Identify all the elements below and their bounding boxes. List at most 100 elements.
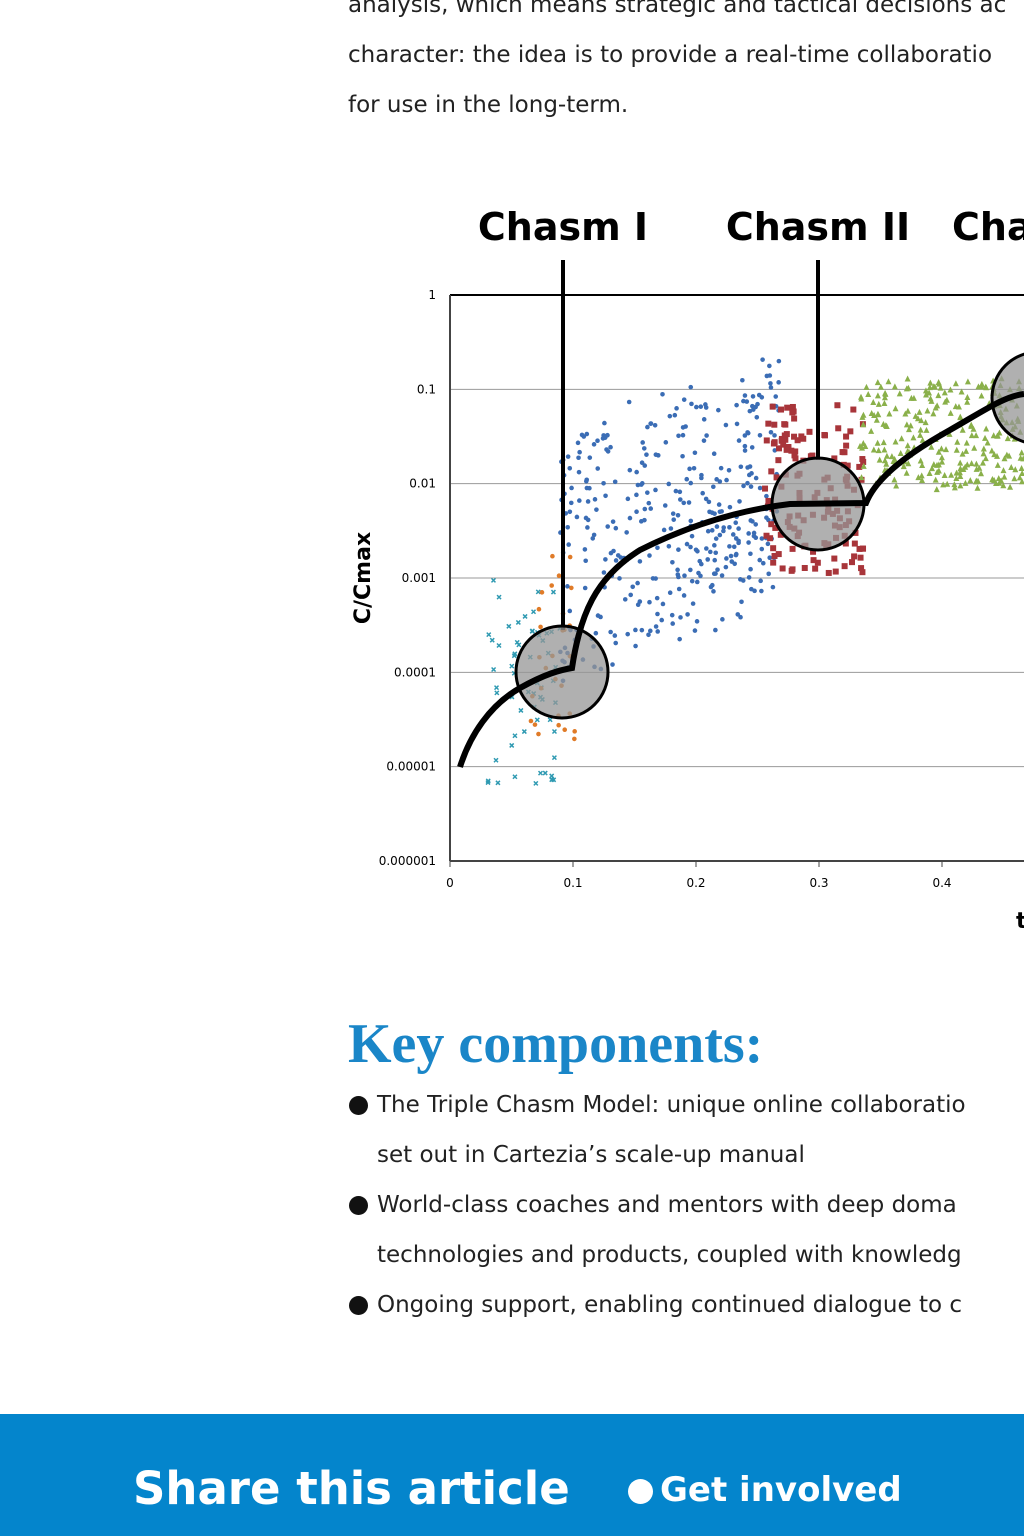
scatter-dot: [744, 399, 750, 404]
scatter-dot: [655, 545, 660, 551]
scatter-dot: [721, 528, 726, 534]
scatter-dot: [746, 472, 752, 478]
scatter-dot: [868, 409, 875, 416]
y-tick-label: 0.000001: [379, 854, 436, 868]
scatter-dot: [770, 584, 776, 590]
scatter-dot: [1019, 470, 1024, 477]
scatter-dot: [495, 780, 501, 786]
scatter-dot: [716, 502, 722, 507]
scatter-dot: [760, 357, 765, 362]
scatter-dot: [772, 524, 779, 531]
scatter-dot: [539, 590, 545, 595]
scatter-dot: [875, 411, 882, 418]
scatter-dot: [775, 551, 782, 558]
scatter-dot: [893, 482, 900, 489]
scatter-dot: [880, 439, 887, 446]
get-involved[interactable]: Get involved: [660, 1470, 902, 1510]
scatter-dot: [741, 398, 746, 404]
scatter-dot: [723, 422, 729, 428]
scatter-dot: [547, 717, 553, 723]
scatter-dot: [860, 439, 867, 446]
scatter-dot: [666, 543, 672, 549]
scatter-dot: [627, 467, 633, 473]
scatter-dot: [634, 492, 639, 498]
scatter-dot: [626, 399, 632, 405]
scatter-dot: [792, 448, 799, 455]
scatter-dot: [648, 628, 653, 634]
scatter-dot: [708, 549, 713, 555]
scatter-dot: [933, 486, 940, 493]
scatter-dot: [834, 402, 841, 409]
scatter-dot: [728, 553, 734, 559]
scatter-dot: [891, 383, 898, 390]
scatter-dot: [747, 408, 753, 414]
scatter-dot: [647, 553, 652, 558]
intro-line: character: the idea is to provide a real…: [348, 42, 993, 68]
scatter-dot: [542, 770, 548, 776]
scatter-dot: [536, 731, 541, 737]
scatter-dot: [874, 439, 881, 446]
scatter-dot: [522, 613, 528, 619]
scatter-dot: [988, 447, 995, 454]
scatter-dot: [928, 443, 935, 450]
scatter-dot: [883, 460, 890, 467]
scatter-dot: [724, 556, 729, 561]
scatter-dot: [978, 470, 985, 477]
y-tick-label: 0.001: [402, 571, 436, 585]
scatter-dot: [549, 583, 554, 588]
scatter-dot: [759, 546, 765, 552]
scatter-dot: [963, 439, 970, 446]
scatter-dot: [583, 515, 589, 521]
scatter-dot: [882, 389, 889, 396]
scatter-dot: [832, 568, 839, 575]
scatter-dot: [771, 421, 778, 428]
scatter-dot: [859, 569, 866, 576]
chasm-label: Chasm II: [726, 205, 910, 249]
scatter-dot: [954, 438, 961, 445]
scatter-dot: [706, 499, 712, 505]
component-text: set out in Cartezia’s scale-up manual: [377, 1142, 805, 1168]
scatter-dot: [670, 621, 676, 626]
scatter-dot: [672, 412, 678, 418]
scatter-dot: [635, 602, 641, 608]
scatter-dot: [653, 487, 658, 493]
scatter-dot: [931, 383, 938, 390]
scatter-dot: [493, 685, 500, 691]
scatter-dot: [939, 458, 946, 465]
scatter-dot: [615, 553, 621, 558]
scatter-dot: [919, 461, 926, 468]
scatter-dot: [968, 432, 975, 439]
scatter-dot: [610, 662, 615, 667]
scatter-dot: [860, 411, 867, 418]
scatter-dot: [698, 404, 704, 409]
share-title[interactable]: Share this article: [133, 1462, 570, 1515]
scatter-dot: [953, 446, 960, 453]
scatter-dot: [684, 476, 690, 482]
scatter-dot: [595, 466, 601, 471]
scatter-dot: [780, 441, 787, 448]
scatter-dot: [984, 439, 991, 446]
scatter-dot: [953, 469, 960, 476]
scatter-dot: [737, 499, 742, 504]
scatter-dot: [677, 497, 683, 502]
scatter-dot: [782, 436, 789, 443]
scatter-dot: [714, 524, 720, 529]
scatter-dot: [748, 484, 754, 489]
scatter-dot: [688, 480, 694, 486]
scatter-dot: [773, 394, 779, 399]
scatter-dot: [585, 499, 591, 504]
scatter-dot: [512, 733, 518, 739]
intro-line: for use in the long-term.: [348, 92, 629, 118]
scatter-dot: [566, 542, 571, 547]
scatter-dot: [556, 722, 561, 728]
scatter-dot: [514, 639, 520, 645]
scatter-dot: [682, 573, 687, 578]
scatter-dot: [759, 536, 765, 541]
scatter-dot: [1006, 452, 1013, 459]
scatter-dot: [900, 463, 907, 470]
scatter-dot: [625, 496, 631, 502]
x-tick-label: 0.3: [809, 876, 828, 890]
scatter-dot: [923, 391, 930, 398]
scatter-dot: [719, 573, 725, 578]
scatter-dot: [676, 586, 682, 592]
